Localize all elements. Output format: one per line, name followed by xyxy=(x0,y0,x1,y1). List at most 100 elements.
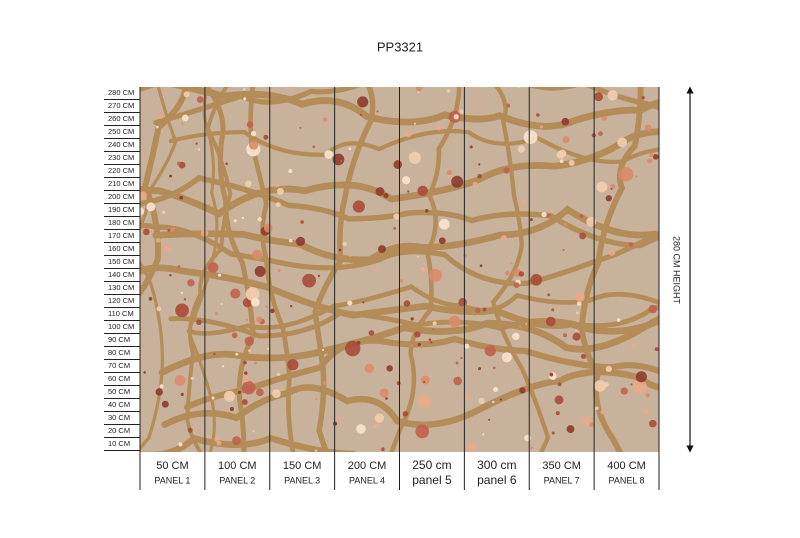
dot xyxy=(600,410,605,415)
dot xyxy=(323,117,328,122)
dot xyxy=(562,136,570,144)
dot xyxy=(362,301,365,304)
dot xyxy=(375,187,385,196)
ruler-label: 210 CM xyxy=(108,179,134,188)
dot xyxy=(647,158,653,164)
branch xyxy=(579,87,644,452)
dot xyxy=(183,298,187,301)
dot xyxy=(472,181,478,187)
dot xyxy=(562,248,565,252)
dot xyxy=(265,305,268,308)
dot xyxy=(503,167,510,174)
panel-label: PANEL 7 xyxy=(544,475,580,485)
dot xyxy=(466,443,476,452)
branch xyxy=(203,87,256,452)
dot xyxy=(610,188,613,191)
dot xyxy=(163,245,171,253)
dot xyxy=(462,393,470,401)
ruler-label: 180 CM xyxy=(108,218,134,227)
ruler-label: 280 CM xyxy=(108,88,134,97)
dot xyxy=(408,151,422,164)
dot xyxy=(601,115,607,121)
dot xyxy=(435,124,442,131)
dot xyxy=(272,389,281,398)
title: PP3321 xyxy=(377,39,423,54)
dot xyxy=(596,181,608,193)
dot xyxy=(478,397,485,405)
dot xyxy=(357,96,369,108)
dot xyxy=(563,222,568,227)
dot xyxy=(479,264,483,268)
dot xyxy=(413,122,417,125)
dot xyxy=(547,213,551,218)
ruler-label: 70 CM xyxy=(108,361,130,370)
dot xyxy=(169,274,172,277)
dot xyxy=(525,322,528,326)
panel-label: PANEL 4 xyxy=(349,475,385,485)
dot xyxy=(148,296,153,301)
dot xyxy=(551,431,555,435)
dot xyxy=(595,406,599,410)
dot xyxy=(608,248,616,256)
dot xyxy=(245,287,260,301)
dot xyxy=(216,440,222,446)
dot xyxy=(276,187,284,195)
dot xyxy=(312,145,316,149)
dot xyxy=(620,387,628,395)
dot xyxy=(488,418,491,421)
dot xyxy=(374,413,385,423)
dot xyxy=(230,288,241,299)
dot xyxy=(167,229,171,232)
dot xyxy=(453,376,462,386)
dot xyxy=(274,182,280,188)
dot xyxy=(469,145,473,149)
dot xyxy=(252,249,263,260)
dot xyxy=(151,399,154,403)
dot xyxy=(175,303,189,318)
panel-width: 350 CM xyxy=(542,460,581,472)
dot xyxy=(344,340,361,357)
dot xyxy=(547,293,551,297)
dot xyxy=(459,109,464,114)
dot xyxy=(557,382,562,387)
dot xyxy=(420,375,430,385)
dot xyxy=(417,342,421,347)
dot xyxy=(220,302,223,306)
dot xyxy=(580,353,587,359)
dot xyxy=(333,421,338,426)
dot xyxy=(288,169,293,174)
dot xyxy=(246,121,254,128)
dot xyxy=(156,125,159,129)
branch xyxy=(140,128,659,218)
dot xyxy=(518,271,525,277)
dot xyxy=(379,388,389,398)
panel-width: 50 CM xyxy=(156,460,188,472)
dot xyxy=(385,397,388,400)
dot xyxy=(156,306,162,312)
branch xyxy=(140,87,189,298)
dot xyxy=(475,307,481,314)
dot xyxy=(347,300,353,306)
dot xyxy=(225,162,228,166)
ruler-label: 60 CM xyxy=(108,374,130,383)
branch xyxy=(490,87,551,452)
dot xyxy=(561,117,570,126)
panel-label: PANEL 2 xyxy=(219,475,255,485)
dot xyxy=(410,343,414,348)
dot xyxy=(143,228,150,236)
dot xyxy=(229,406,234,412)
dot xyxy=(288,87,294,92)
dot xyxy=(386,365,393,372)
dot xyxy=(376,110,379,113)
dot xyxy=(352,200,365,213)
dot xyxy=(559,159,564,163)
dot xyxy=(299,126,302,129)
dot xyxy=(422,267,428,273)
dot xyxy=(290,304,293,308)
dot xyxy=(654,347,659,352)
wallpaper-pattern xyxy=(140,87,659,452)
dot xyxy=(617,137,628,148)
dot xyxy=(518,325,522,329)
ruler-label: 40 CM xyxy=(108,400,130,409)
dot xyxy=(501,352,512,363)
